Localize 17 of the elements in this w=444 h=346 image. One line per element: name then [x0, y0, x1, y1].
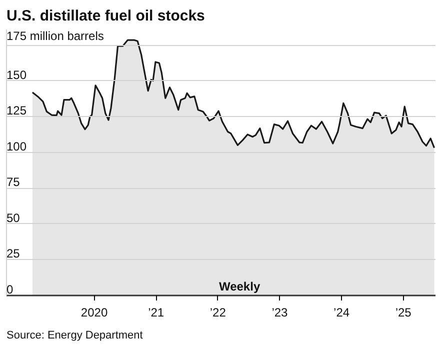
chart-title: U.S. distillate fuel oil stocks: [6, 8, 205, 24]
x-tick-label: ’25: [395, 306, 412, 320]
y-tick-label: 125: [6, 104, 27, 118]
x-tick-label: ’23: [272, 306, 288, 320]
annotation: Weekly: [218, 280, 260, 294]
y-tick-label: 25: [6, 246, 20, 261]
y-tick-label: 0: [6, 282, 14, 296]
x-tick-label: ’21: [148, 306, 164, 320]
y-tick-label: 75: [6, 175, 20, 190]
y-tick-label: 100: [6, 139, 27, 154]
source-note: Source: Energy Department: [6, 330, 143, 342]
x-tick-label: 2020: [80, 306, 108, 320]
y-tick-label: 50: [6, 210, 20, 225]
y-tick-label: 175 million barrels: [6, 29, 104, 44]
x-tick-label: ’22: [210, 306, 226, 320]
x-tick-label: ’24: [334, 306, 350, 320]
y-tick-label: 150: [6, 68, 27, 82]
